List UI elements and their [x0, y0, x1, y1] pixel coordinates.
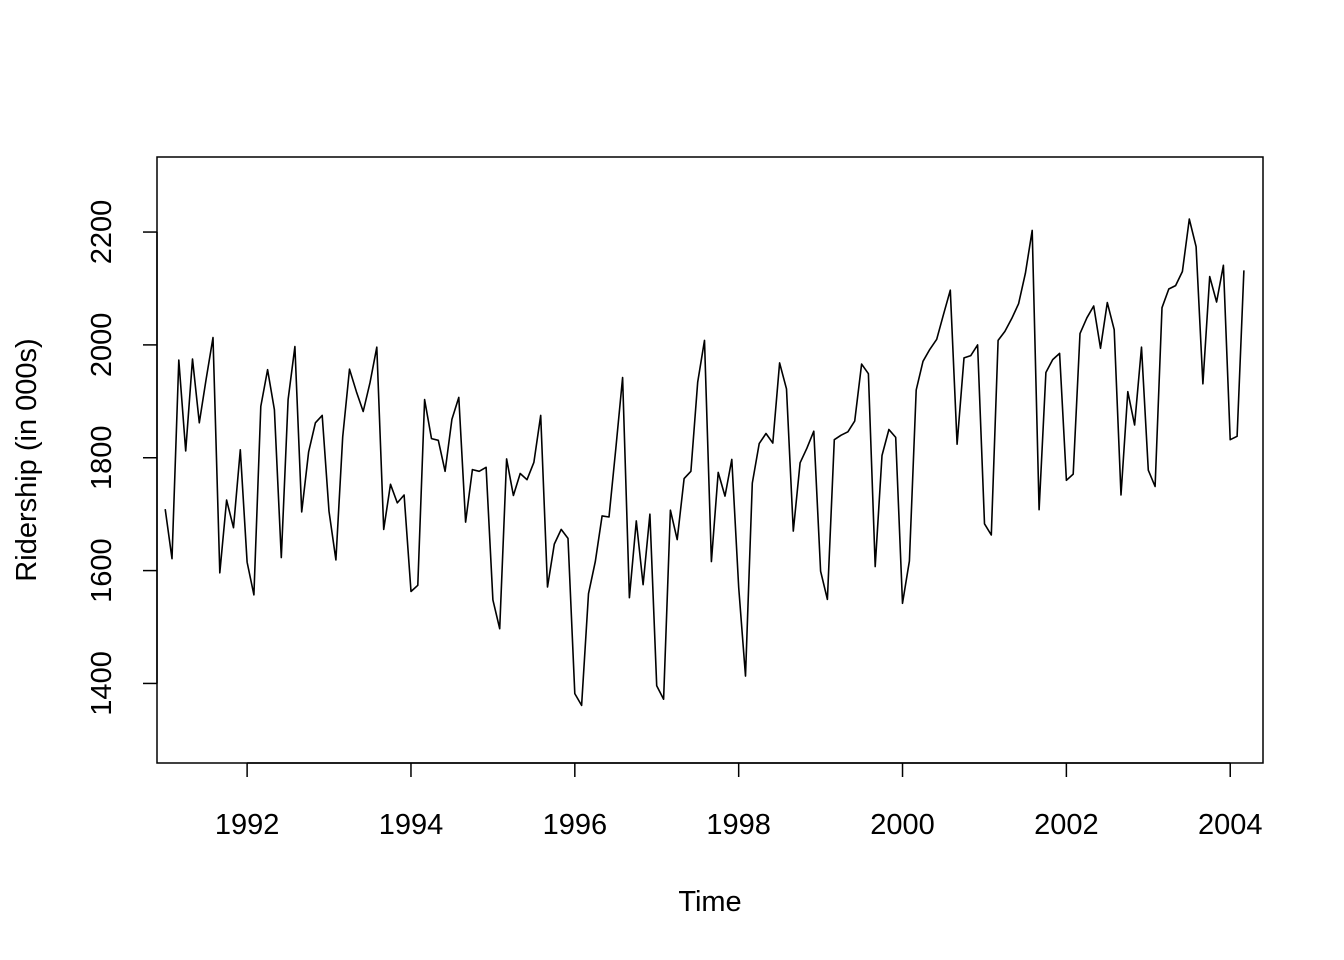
y-axis: 1400 1600 1800 2000 2200: [86, 200, 158, 716]
y-tick-label: 1800: [86, 425, 118, 490]
x-tick-label: 1992: [215, 809, 280, 841]
x-tick-label: 1998: [706, 809, 771, 841]
x-axis-title: Time: [678, 886, 741, 918]
y-axis-title: Ridership (in 000s): [11, 338, 43, 581]
y-tick-label: 1400: [86, 651, 118, 716]
y-tick-label: 2000: [86, 313, 118, 378]
y-tick-label: 1600: [86, 538, 118, 603]
x-tick-label: 1994: [379, 809, 444, 841]
x-axis: 1992 1994 1996 1998 2000 2002 2004: [215, 762, 1263, 841]
x-tick-label: 2002: [1034, 809, 1099, 841]
y-tick-label: 2200: [86, 200, 118, 265]
plot-frame: [156, 156, 1264, 764]
x-tick-label: 2004: [1198, 809, 1263, 841]
ridership-series-line: [164, 218, 1245, 707]
x-tick-label: 2000: [870, 809, 935, 841]
x-tick-label: 1996: [543, 809, 608, 841]
